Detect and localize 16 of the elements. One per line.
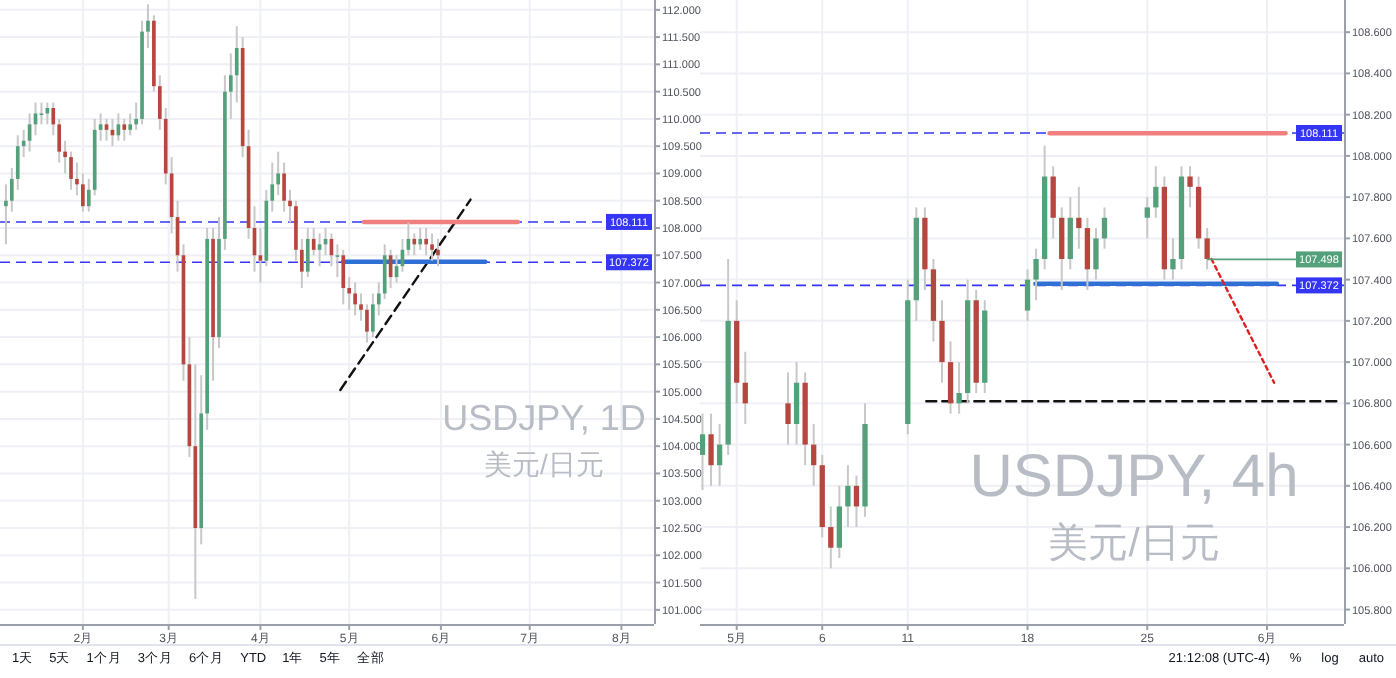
text: USDJPY, 4h — [969, 444, 1299, 510]
candlestick — [418, 227, 423, 251]
candlestick — [122, 117, 127, 142]
candlestick — [317, 232, 322, 268]
candlestick — [412, 232, 417, 257]
candlestick — [258, 227, 263, 284]
candlestick — [335, 243, 340, 279]
candlestick — [430, 232, 434, 262]
candlestick — [424, 227, 428, 257]
candlestick — [353, 281, 357, 317]
text: 美元/日元 — [484, 448, 604, 480]
candlestick — [341, 248, 346, 306]
text: 美元/日元 — [1048, 520, 1220, 566]
candlestick — [436, 237, 440, 268]
text: USDJPY, 1D — [442, 398, 646, 438]
candlestick — [104, 117, 109, 142]
